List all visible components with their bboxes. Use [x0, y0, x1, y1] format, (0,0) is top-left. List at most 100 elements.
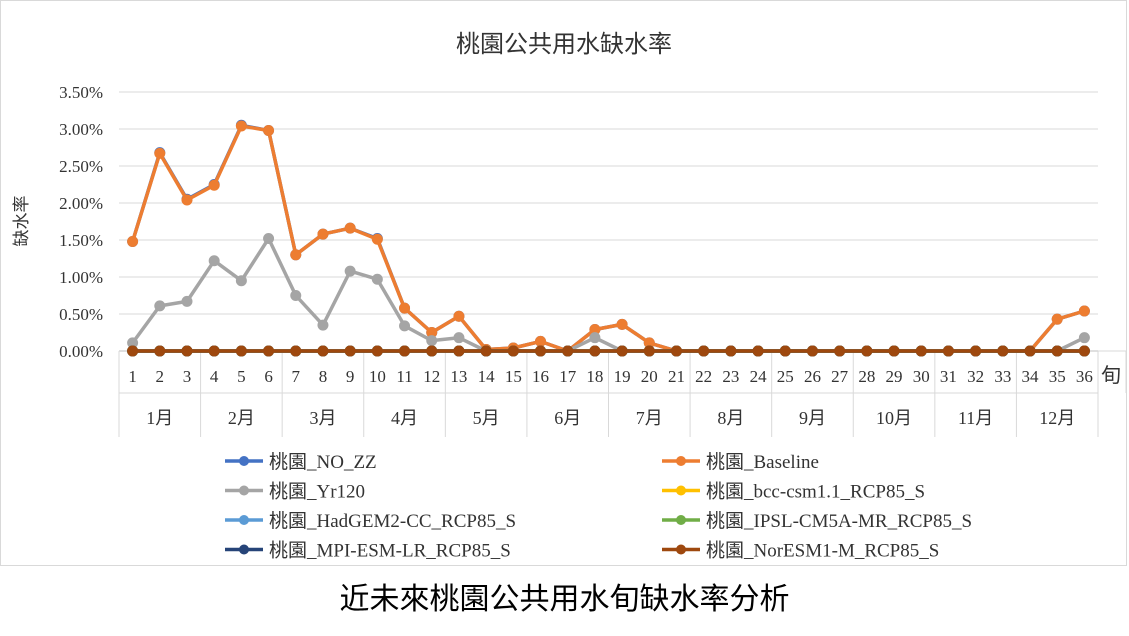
- data-point: [155, 301, 165, 311]
- legend-item: 桃園_Yr120: [225, 481, 365, 503]
- month-label: 10月: [876, 408, 912, 428]
- legend-label: 桃園_Yr120: [269, 481, 365, 503]
- data-point: [155, 148, 165, 158]
- month-label: 4月: [391, 408, 418, 428]
- legend-swatch-marker: [676, 456, 686, 466]
- x-tick-label: 5: [237, 367, 246, 386]
- data-point: [236, 121, 246, 131]
- x-tick-label: 36: [1076, 367, 1093, 386]
- data-point: [1025, 346, 1035, 356]
- y-tick-label: 2.50%: [59, 157, 103, 176]
- data-point: [1079, 306, 1089, 316]
- data-point: [400, 303, 410, 313]
- month-label: 9月: [799, 408, 826, 428]
- y-tick-label: 0.00%: [59, 342, 103, 361]
- x-tick-label: 21: [668, 367, 685, 386]
- legend-item: 桃園_HadGEM2-CC_RCP85_S: [225, 510, 516, 532]
- data-point: [182, 296, 192, 306]
- legend: 桃園_NO_ZZ 桃園_Baseline 桃園_Yr120 桃園_bcc-csm1.1…: [225, 451, 972, 562]
- data-point: [753, 346, 763, 356]
- legend-item: 桃園_bcc-csm1.1_RCP85_S: [662, 481, 925, 503]
- data-point: [780, 346, 790, 356]
- x-tick-label: 18: [586, 367, 603, 386]
- month-label: 1月: [146, 408, 173, 428]
- data-point: [971, 346, 981, 356]
- x-tick-label: 30: [913, 367, 930, 386]
- y-tick-label: 3.50%: [59, 83, 103, 102]
- data-point: [644, 346, 654, 356]
- legend-label: 桃園_Baseline: [706, 451, 819, 473]
- legend-swatch-marker: [676, 515, 686, 525]
- month-label: 5月: [473, 408, 500, 428]
- data-point: [372, 346, 382, 356]
- data-point: [1052, 346, 1062, 356]
- x-tick-label: 1: [128, 367, 137, 386]
- legend-item: 桃園_NorESM1-M_RCP85_S: [662, 540, 939, 562]
- y-tick-label: 0.50%: [59, 305, 103, 324]
- legend-swatch-marker: [239, 486, 249, 496]
- chart-container: 桃園公共用水缺水率 缺水率 旬 0.00% 0.50% 1.00% 1.50% 2.00…: [0, 0, 1127, 566]
- data-point: [1079, 333, 1089, 343]
- data-point: [264, 234, 274, 244]
- data-point: [318, 229, 328, 239]
- y-tick-label: 3.00%: [59, 120, 103, 139]
- data-point: [291, 250, 301, 260]
- data-point: [699, 346, 709, 356]
- x-tick-label: 10: [369, 367, 386, 386]
- y-axis-label: 缺水率: [12, 196, 32, 247]
- x-tick-label: 14: [478, 367, 496, 386]
- legend-swatch-marker: [239, 545, 249, 555]
- month-label: 8月: [717, 408, 744, 428]
- data-point: [209, 346, 219, 356]
- data-point: [291, 346, 301, 356]
- series-line: [133, 126, 1085, 351]
- data-point: [617, 346, 627, 356]
- x-tick-label: 15: [505, 367, 522, 386]
- legend-swatch-marker: [676, 486, 686, 496]
- data-point: [998, 346, 1008, 356]
- data-point: [889, 346, 899, 356]
- data-point: [345, 346, 355, 356]
- x-axis-label: 旬: [1101, 363, 1121, 387]
- legend-item: 桃園_NO_ZZ: [225, 451, 377, 473]
- chart-svg: 桃園公共用水缺水率 缺水率 旬 0.00% 0.50% 1.00% 1.50% 2.00…: [1, 1, 1128, 567]
- series-lines: [128, 120, 1090, 356]
- month-label: 6月: [554, 408, 581, 428]
- month-labels: 1月 2月 3月 4月 5月 6月 7月 8月 9月 10月 11月 12月: [146, 408, 1075, 428]
- x-tick-label: 13: [450, 367, 467, 386]
- data-point: [943, 346, 953, 356]
- legend-label: 桃園_IPSL-CM5A-MR_RCP85_S: [706, 510, 972, 532]
- data-point: [345, 266, 355, 276]
- data-point: [590, 346, 600, 356]
- data-point: [400, 346, 410, 356]
- data-point: [209, 180, 219, 190]
- data-point: [427, 336, 437, 346]
- legend-label: 桃園_bcc-csm1.1_RCP85_S: [706, 481, 925, 503]
- month-label: 2月: [228, 408, 255, 428]
- x-tick-label: 25: [777, 367, 794, 386]
- data-point: [155, 346, 165, 356]
- y-tick-label: 1.00%: [59, 268, 103, 287]
- data-point: [291, 291, 301, 301]
- x-tick-label: 23: [722, 367, 739, 386]
- data-point: [1052, 314, 1062, 324]
- data-point: [862, 346, 872, 356]
- legend-swatch-marker: [239, 515, 249, 525]
- data-point: [835, 346, 845, 356]
- x-tick-label: 29: [886, 367, 903, 386]
- x-tick-label: 3: [183, 367, 192, 386]
- data-point: [236, 276, 246, 286]
- data-point: [372, 234, 382, 244]
- data-point: [372, 274, 382, 284]
- data-point: [400, 321, 410, 331]
- series-2: [128, 234, 1090, 356]
- y-tick-labels: 0.00% 0.50% 1.00% 1.50% 2.00% 2.50% 3.00% 3.50%: [59, 83, 103, 361]
- data-point: [182, 346, 192, 356]
- month-label: 7月: [636, 408, 663, 428]
- y-tick-label: 1.50%: [59, 231, 103, 250]
- data-point: [726, 346, 736, 356]
- x-tick-label: 28: [858, 367, 875, 386]
- legend-label: 桃園_NorESM1-M_RCP85_S: [706, 540, 939, 562]
- x-tick-label: 17: [559, 367, 577, 386]
- x-tick-label: 22: [695, 367, 712, 386]
